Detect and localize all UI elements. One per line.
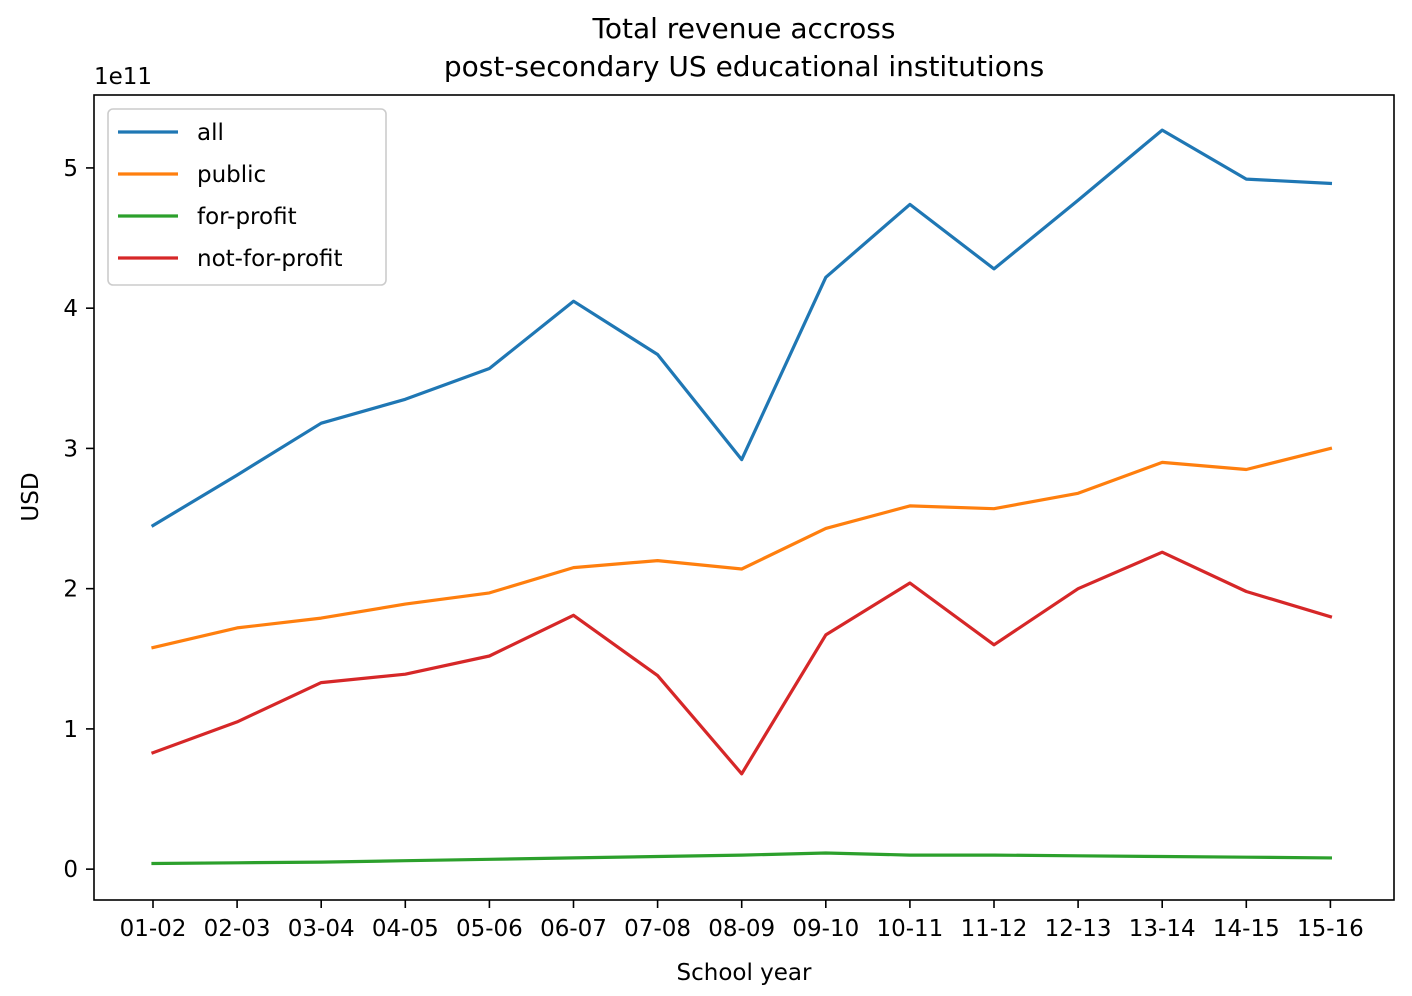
- legend-box: [107, 108, 387, 286]
- legend-label-for-profit: for-profit: [197, 204, 297, 230]
- y-axis-ticks: 0 1 2 3 4 5: [63, 156, 94, 883]
- y-axis-label: USD: [18, 472, 44, 521]
- x-tick-label: 02-03: [204, 916, 271, 942]
- chart-title-line-2: post-secondary US educational institutio…: [444, 50, 1044, 83]
- x-tick-label: 01-02: [120, 916, 187, 942]
- x-tick-label: 07-08: [624, 916, 691, 942]
- legend-items: all public for-profit not-for-profit: [118, 120, 343, 272]
- y-tick-label: 2: [63, 577, 78, 603]
- legend: all public for-profit not-for-profit: [107, 108, 387, 286]
- chart-title: Total revenue accross post-secondary US …: [444, 12, 1044, 83]
- legend-label-all: all: [197, 120, 224, 146]
- x-tick-label: 08-09: [708, 916, 775, 942]
- y-tick-label: 5: [63, 156, 78, 182]
- x-tick-label: 09-10: [792, 916, 859, 942]
- x-tick-label: 11-12: [961, 916, 1028, 942]
- y-tick-label: 4: [63, 296, 78, 322]
- x-tick-label: 15-16: [1297, 916, 1364, 942]
- x-axis-label: School year: [677, 960, 813, 986]
- x-axis-ticks: 01-02 02-03 03-04 04-05 05-06 06-07 07-08 08-09…: [120, 900, 1364, 942]
- x-tick-label: 05-06: [456, 916, 523, 942]
- series-layer: [150, 128, 1333, 866]
- y-tick-label: 1: [63, 717, 78, 743]
- plot-frame: [93, 94, 1395, 901]
- series-line-all: [150, 128, 1333, 528]
- series-line-for-profit: [151, 851, 1333, 866]
- x-tick-label: 13-14: [1129, 916, 1196, 942]
- chart-title-line-1: Total revenue accross: [592, 12, 896, 45]
- series-line-public: [151, 446, 1333, 650]
- legend-label-public: public: [197, 162, 266, 188]
- legend-label-not-for-profit: not-for-profit: [197, 246, 343, 272]
- x-tick-label: 14-15: [1213, 916, 1280, 942]
- y-tick-label: 3: [63, 436, 78, 462]
- y-axis-offset-label: 1e11: [94, 64, 152, 90]
- series-line-not-for-profit: [150, 550, 1333, 776]
- x-tick-label: 12-13: [1045, 916, 1112, 942]
- y-tick-label: 0: [63, 857, 78, 883]
- x-tick-label: 10-11: [876, 916, 943, 942]
- x-tick-label: 04-05: [372, 916, 439, 942]
- x-tick-label: 03-04: [288, 916, 355, 942]
- x-tick-label: 06-07: [540, 916, 607, 942]
